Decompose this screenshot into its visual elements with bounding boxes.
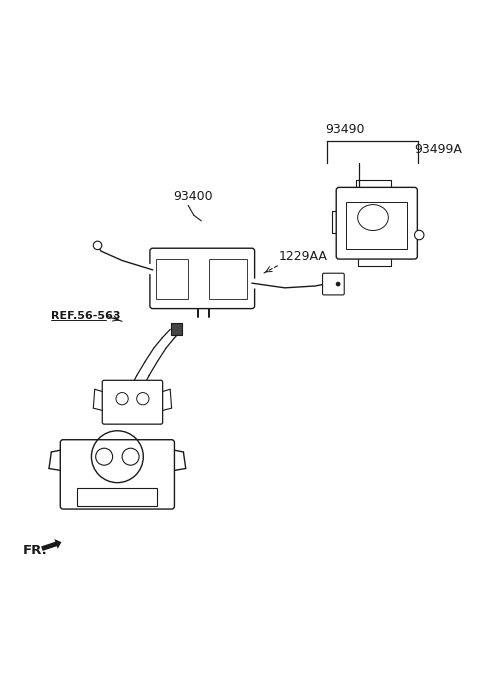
Circle shape — [415, 230, 424, 240]
Text: 93400: 93400 — [173, 190, 213, 203]
Text: FR.: FR. — [23, 543, 48, 556]
Text: REF.56-563: REF.56-563 — [51, 311, 121, 321]
FancyBboxPatch shape — [150, 248, 254, 308]
Text: 93490: 93490 — [325, 123, 364, 136]
FancyBboxPatch shape — [102, 381, 163, 424]
FancyBboxPatch shape — [60, 440, 174, 509]
Bar — [77, 488, 157, 506]
FancyBboxPatch shape — [336, 188, 417, 259]
Bar — [156, 259, 188, 299]
Bar — [209, 259, 247, 299]
Circle shape — [93, 241, 102, 249]
Bar — [171, 323, 181, 335]
Circle shape — [336, 282, 340, 286]
Text: 93499A: 93499A — [415, 143, 462, 156]
FancyBboxPatch shape — [323, 273, 344, 295]
Bar — [346, 202, 408, 249]
FancyArrow shape — [41, 539, 61, 551]
Text: 1229AA: 1229AA — [279, 250, 327, 263]
